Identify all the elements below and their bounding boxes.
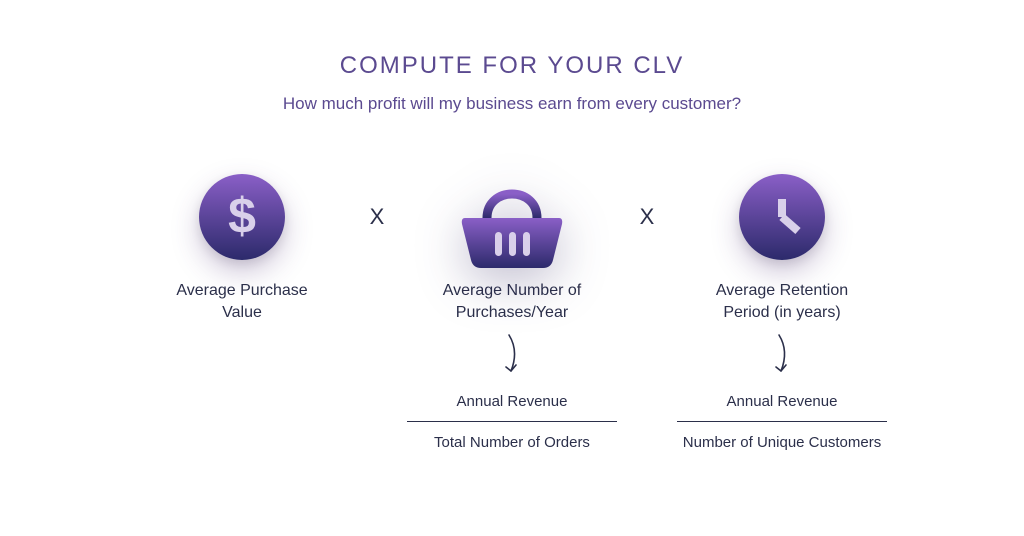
basket-icon <box>457 174 567 274</box>
svg-text:$: $ <box>228 189 256 244</box>
arrow-down-icon <box>767 333 797 379</box>
fraction-numer: Annual Revenue <box>673 387 891 421</box>
page-title: COMPUTE FOR YOUR CLV <box>0 52 1024 80</box>
fraction-numer: Annual Revenue <box>407 387 617 421</box>
formula-node-retention: Average RetentionPeriod (in years) Annua… <box>662 174 902 458</box>
operator-multiply: X <box>362 204 392 230</box>
arrow-down-icon <box>497 333 527 379</box>
fraction: Annual Revenue Number of Unique Customer… <box>673 387 891 458</box>
page-subtitle: How much profit will my business earn fr… <box>0 94 1024 114</box>
formula-row: $ Average PurchaseValue X <box>0 174 1024 458</box>
formula-node-apv: $ Average PurchaseValue <box>122 174 362 323</box>
header: COMPUTE FOR YOUR CLV How much profit wil… <box>0 0 1024 114</box>
clock-icon <box>739 174 825 260</box>
operator-multiply: X <box>632 204 662 230</box>
dollar-icon: $ <box>199 174 285 260</box>
node-label: Average PurchaseValue <box>176 280 307 323</box>
label-text: Average RetentionPeriod (in years) <box>716 282 848 321</box>
fraction: Annual Revenue Total Number of Orders <box>407 387 617 458</box>
fraction-denom: Number of Unique Customers <box>673 422 891 458</box>
formula-node-frequency: Average Number ofPurchases/Year Annual R… <box>392 174 632 458</box>
fraction-denom: Total Number of Orders <box>407 422 617 458</box>
node-label: Average Number ofPurchases/Year <box>443 280 581 323</box>
label-text: Average PurchaseValue <box>176 282 307 321</box>
label-text: Average Number ofPurchases/Year <box>443 282 581 321</box>
node-label: Average RetentionPeriod (in years) <box>716 280 848 323</box>
